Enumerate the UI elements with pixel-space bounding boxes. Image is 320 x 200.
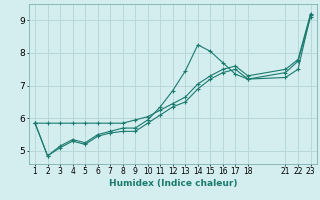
X-axis label: Humidex (Indice chaleur): Humidex (Indice chaleur) [108,179,237,188]
